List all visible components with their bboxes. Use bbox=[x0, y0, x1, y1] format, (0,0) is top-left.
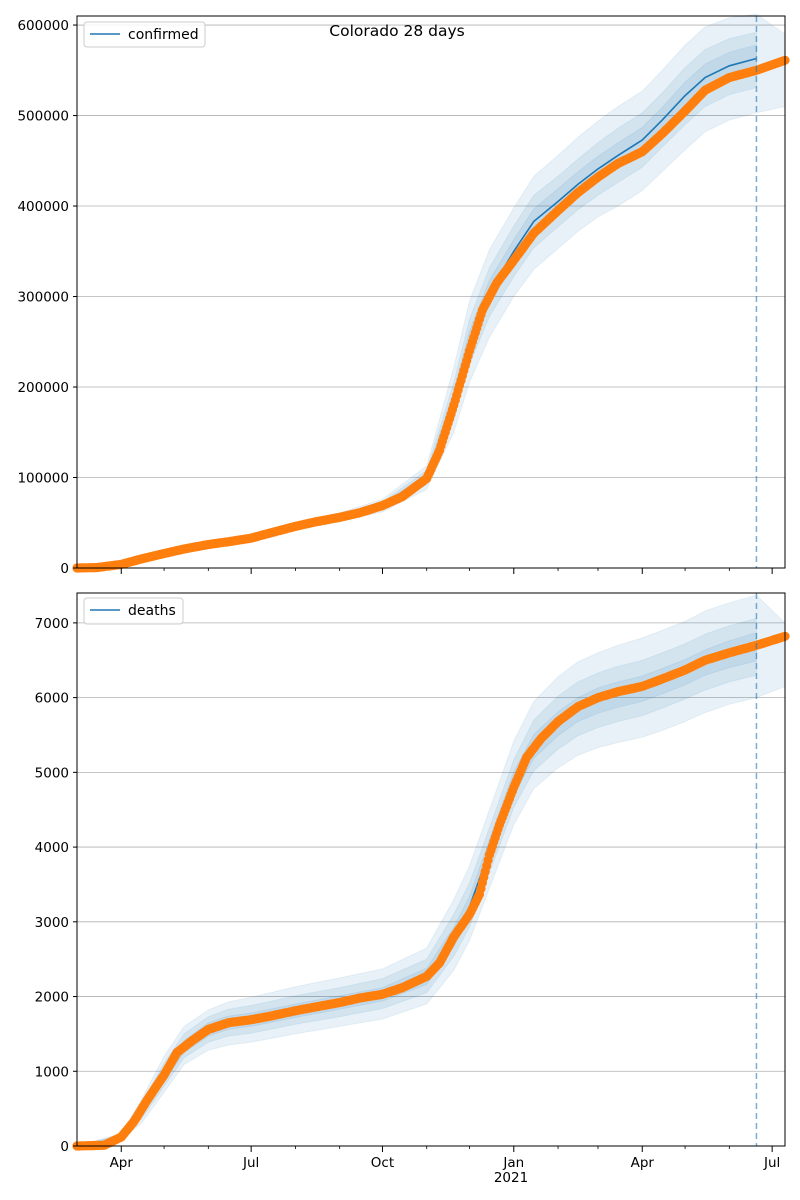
deaths-legend: deaths bbox=[83, 597, 184, 625]
confirmed-legend-box bbox=[83, 21, 206, 48]
confirmed-y-tick-label: 400000 bbox=[17, 199, 69, 215]
deaths-y-tick-label: 5000 bbox=[35, 765, 69, 781]
confirmed-y-tick-label: 600000 bbox=[17, 18, 69, 34]
confirmed-y-tick-label: 500000 bbox=[17, 109, 69, 125]
confirmed-x-ticks bbox=[120, 568, 773, 574]
deaths-y-ticks: 0 1000 2000 3000 4000 5000 6000 7000 bbox=[35, 616, 77, 1155]
confirmed-y-tick-label: 200000 bbox=[17, 380, 69, 396]
confirmed-gridlines bbox=[77, 24, 785, 478]
confirmed-observed-points bbox=[72, 55, 790, 573]
confirmed-y-ticks: 0 100000 200000 300000 400000 500000 600000 bbox=[17, 18, 77, 577]
deaths-y-tick-label: 4000 bbox=[35, 840, 69, 856]
confirmed-legend: confirmed bbox=[83, 21, 206, 48]
chart-title: Colorado 28 days bbox=[329, 22, 464, 40]
confirmed-axes-frame bbox=[76, 15, 786, 569]
deaths-gridlines bbox=[77, 622, 785, 1072]
deaths-y-tick-label: 6000 bbox=[35, 691, 69, 707]
x-tick-label: Oct bbox=[371, 1155, 394, 1171]
x-tick-label: Jul bbox=[763, 1155, 780, 1171]
confirmed-y-tick-label: 100000 bbox=[17, 471, 69, 487]
deaths-panel: 0 1000 2000 3000 4000 5000 6000 7000 deaths Apr… bbox=[35, 592, 790, 1186]
x-axis-tick-labels: Apr Jul Oct Jan Apr Jul bbox=[110, 1155, 781, 1171]
x-axis-year-label: 2021 bbox=[494, 1170, 528, 1186]
deaths-y-tick-label: 3000 bbox=[35, 915, 69, 931]
deaths-y-tick-label: 0 bbox=[60, 1139, 69, 1155]
deaths-legend-box bbox=[83, 597, 184, 625]
confirmed-panel: 0 100000 200000 300000 400000 500000 600000 co… bbox=[17, 13, 790, 577]
deaths-y-tick-label: 1000 bbox=[35, 1064, 69, 1080]
confirmed-legend-label: confirmed bbox=[128, 27, 199, 43]
deaths-observed-points bbox=[72, 631, 790, 1151]
deaths-y-tick-label: 7000 bbox=[35, 616, 69, 632]
deaths-x-ticks bbox=[120, 1146, 773, 1152]
x-tick-label: Jan bbox=[502, 1155, 524, 1171]
x-tick-label: Jul bbox=[242, 1155, 259, 1171]
deaths-legend-label: deaths bbox=[128, 603, 176, 619]
deaths-axes-frame bbox=[76, 592, 786, 1147]
confirmed-y-tick-label: 300000 bbox=[17, 290, 69, 306]
x-tick-label: Apr bbox=[110, 1155, 134, 1171]
deaths-y-tick-label: 2000 bbox=[35, 990, 69, 1006]
confirmed-y-tick-label: 0 bbox=[60, 561, 69, 577]
x-tick-label: Apr bbox=[631, 1155, 655, 1171]
